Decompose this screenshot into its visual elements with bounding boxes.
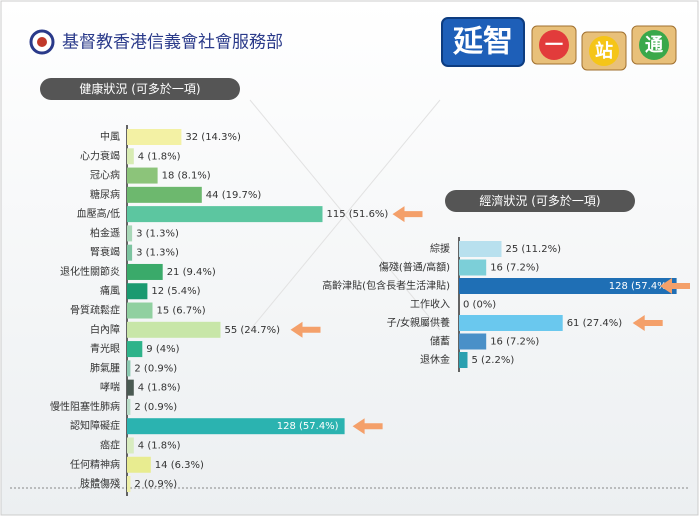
logo-block-text: 站: [595, 40, 613, 62]
org-title: 基督教香港信義會社會服務部: [62, 33, 283, 53]
category-label: 白內障: [90, 323, 120, 336]
value-label: 0 (0%): [463, 300, 496, 311]
category-label: 心力衰竭: [80, 149, 120, 162]
category-label: 退化性關節炎: [60, 265, 120, 278]
value-label: 16 (7.2%): [490, 337, 539, 348]
value-label: 44 (19.7%): [206, 190, 262, 201]
bar: [127, 303, 153, 319]
bar: [127, 283, 147, 299]
value-label: 32 (14.3%): [185, 132, 241, 143]
bar: [459, 334, 486, 350]
category-label: 中風: [100, 130, 120, 143]
value-label: 3 (1.3%): [136, 228, 179, 239]
bar: [459, 260, 486, 276]
value-label: 14 (6.3%): [155, 460, 204, 471]
bar: [127, 360, 130, 376]
chart-title: 經濟狀況 (可多於一項): [479, 193, 600, 208]
page: 基督教香港信義會社會服務部 延智 一 站 通健康狀況 (可多於一項) 中風 32 (14…: [0, 0, 699, 520]
value-label: 5 (2.2%): [472, 355, 515, 366]
logo-icon: [37, 37, 47, 47]
value-label: 2 (0.9%): [134, 479, 177, 490]
bar: [127, 206, 323, 222]
category-label: 綜援: [430, 242, 450, 255]
category-label: 儲蓄: [430, 336, 450, 348]
category-label: 柏金遜: [90, 226, 120, 239]
logo-main: 延智: [452, 25, 513, 60]
bar: [127, 148, 134, 164]
category-label: 認知障礙症: [70, 419, 120, 432]
bar: [127, 129, 181, 145]
bar: [127, 380, 134, 396]
bar: [127, 341, 142, 357]
value-label: 21 (9.4%): [167, 267, 216, 278]
category-label: 痛風: [100, 284, 120, 297]
value-label: 3 (1.3%): [136, 248, 179, 259]
bar: [127, 399, 130, 415]
value-label: 61 (27.4%): [567, 318, 623, 329]
value-label: 2 (0.9%): [134, 363, 177, 374]
category-label: 退休金: [420, 353, 450, 366]
bar: [127, 245, 132, 261]
value-label: 4 (1.8%): [138, 383, 181, 394]
category-label: 慢性阻塞性肺病: [50, 400, 120, 413]
value-label: 9 (4%): [146, 344, 179, 355]
category-label: 腎衰竭: [90, 246, 120, 259]
category-label: 高齡津貼(包含長者生活津貼): [322, 279, 450, 292]
category-label: 傷殘(普通/高額): [379, 261, 450, 274]
bar: [127, 187, 202, 203]
category-label: 哮喘: [100, 381, 120, 394]
category-label: 冠心病: [90, 169, 120, 182]
value-label: 15 (6.7%): [157, 306, 206, 317]
category-label: 肢體傷殘: [80, 477, 120, 490]
value-label: 2 (0.9%): [134, 402, 177, 413]
category-label: 糖尿病: [90, 188, 120, 201]
category-label: 青光眼: [90, 342, 120, 355]
value-label: 18 (8.1%): [162, 171, 211, 182]
bar: [127, 168, 158, 184]
bar: [459, 352, 468, 368]
bar: [127, 457, 151, 473]
value-label: 115 (51.6%): [327, 209, 389, 220]
category-label: 血壓高/低: [77, 207, 120, 220]
category-label: 工作收入: [410, 298, 450, 311]
value-label: 4 (1.8%): [138, 440, 181, 451]
infographic: 基督教香港信義會社會服務部 延智 一 站 通健康狀況 (可多於一項) 中風 32 (14…: [0, 0, 699, 516]
value-label: 4 (1.8%): [138, 151, 181, 162]
bar: [127, 322, 221, 338]
value-label: 25 (11.2%): [506, 244, 562, 255]
category-label: 肺氣腫: [90, 361, 120, 374]
category-label: 子/女親屬供養: [387, 316, 450, 329]
value-label: 55 (24.7%): [225, 325, 281, 336]
chart-title: 健康狀況 (可多於一項): [79, 81, 200, 96]
category-label: 骨質疏鬆症: [70, 304, 120, 317]
value-label: 128 (57.4%): [277, 421, 339, 432]
category-label: 任何精神病: [70, 458, 120, 471]
value-label: 16 (7.2%): [490, 263, 539, 274]
bar: [459, 241, 502, 257]
value-label: 12 (5.4%): [151, 286, 200, 297]
logo-block-text: 通: [645, 35, 663, 56]
bar: [459, 315, 563, 331]
bar: [127, 264, 163, 280]
bar: [127, 437, 134, 453]
logo-block-text: 一: [545, 35, 563, 56]
bar: [127, 225, 132, 241]
category-label: 癌症: [100, 438, 120, 451]
bar: [127, 476, 130, 492]
